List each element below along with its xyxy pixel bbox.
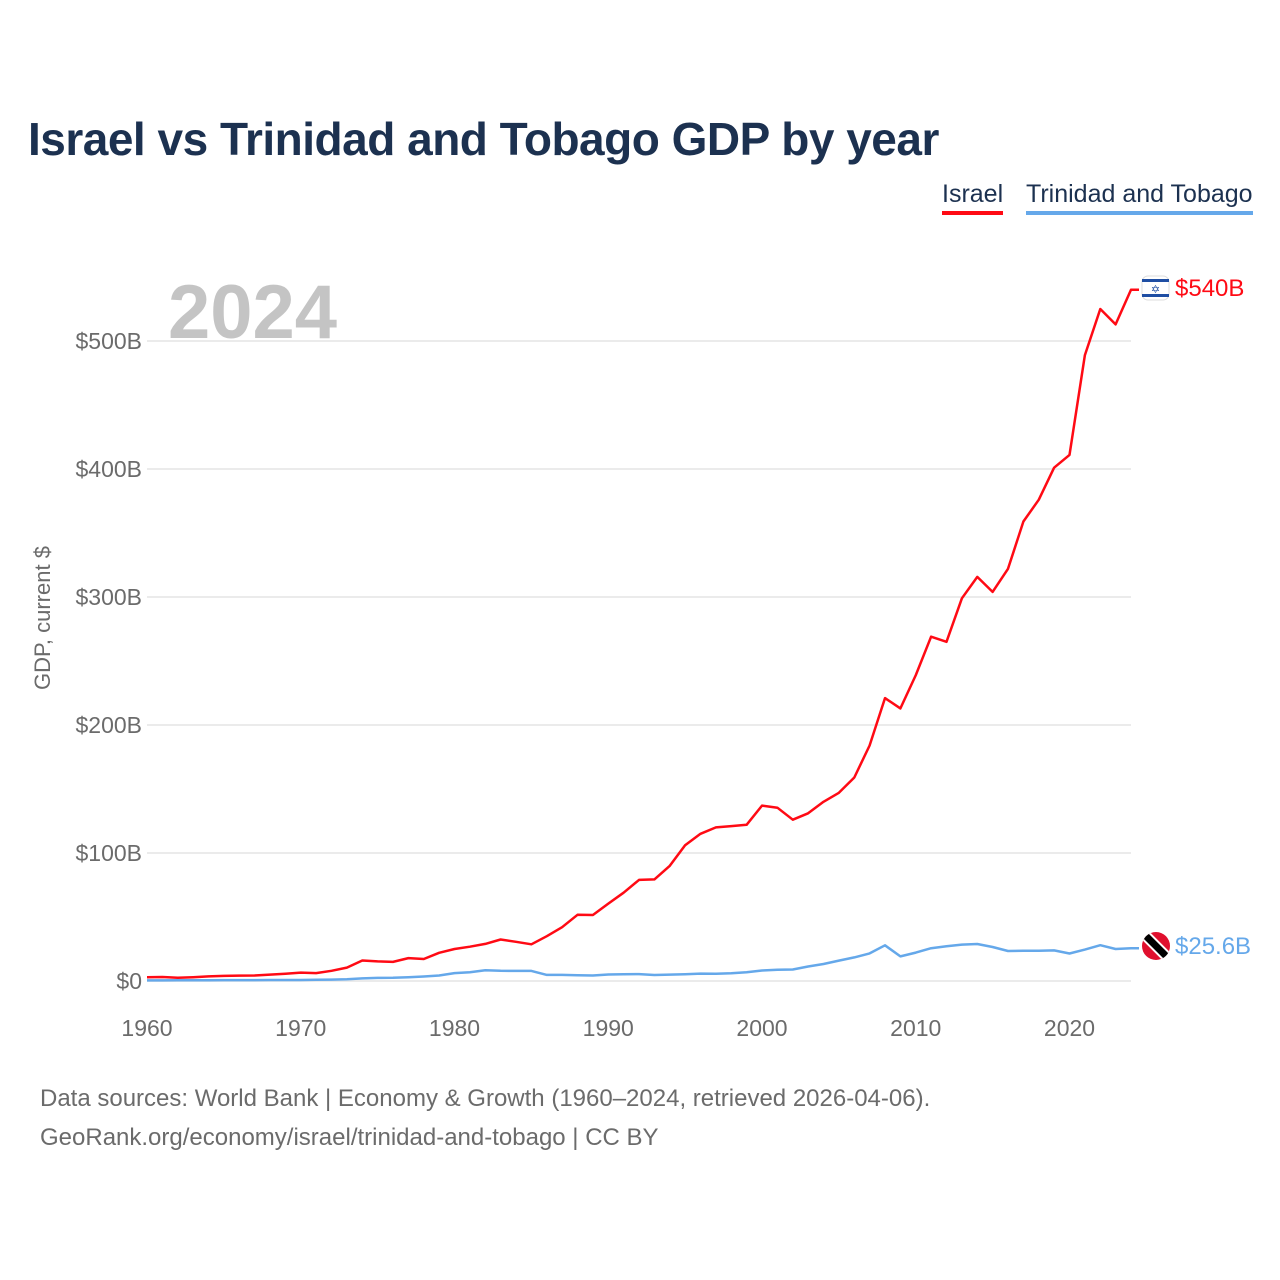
y-axis-label: GDP, current $ xyxy=(30,546,55,690)
source-line-1: Data sources: World Bank | Economy & Gro… xyxy=(40,1085,931,1112)
legend-israel[interactable]: Israel xyxy=(942,180,1004,215)
svg-text:✡: ✡ xyxy=(1151,283,1160,296)
x-tick-label: 2000 xyxy=(736,1015,787,1041)
israel-end-label: $540B xyxy=(1175,275,1244,302)
x-tick-label: 1990 xyxy=(583,1015,634,1041)
trinidad-end-label: $25.6B xyxy=(1175,933,1251,960)
x-tick-label: 1980 xyxy=(429,1015,480,1041)
x-tick-label: 1960 xyxy=(121,1015,172,1041)
source-line-2[interactable]: GeoRank.org/economy/israel/trinidad-and-… xyxy=(40,1124,659,1151)
y-tick-label: $500B xyxy=(75,328,142,354)
y-tick-label: $400B xyxy=(75,456,142,482)
x-tick-label: 2010 xyxy=(890,1015,941,1041)
chart-title: Israel vs Trinidad and Tobago GDP by yea… xyxy=(28,113,939,165)
trinidad-and-tobago-flag-icon xyxy=(1142,932,1170,960)
x-tick-label: 1970 xyxy=(275,1015,326,1041)
israel-series-line xyxy=(146,288,1139,980)
y-tick-label: $200B xyxy=(75,712,142,738)
israel-flag-icon: ✡ xyxy=(1141,275,1170,301)
y-tick-label: $0 xyxy=(116,968,142,994)
x-tick-label: 2020 xyxy=(1044,1015,1095,1041)
y-tick-label: $100B xyxy=(75,840,142,866)
legend-trinidad-and-tobago[interactable]: Trinidad and Tobago xyxy=(1026,180,1253,215)
trinidad-and-tobago-series-line xyxy=(147,942,1139,982)
y-tick-label: $300B xyxy=(75,584,142,610)
year-watermark: 2024 xyxy=(168,270,337,355)
